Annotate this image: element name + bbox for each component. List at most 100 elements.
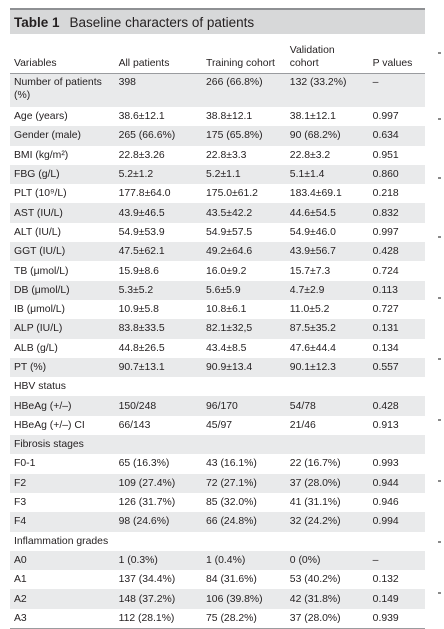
cell-training: 45/97 [206, 419, 233, 431]
cell-validation: 22 (16.7%) [289, 458, 341, 470]
cell-training: 82.1±32,5 [202, 319, 286, 339]
cell-training: 175 (65.8%) [202, 126, 286, 146]
cell-p-value: 0.997 [372, 111, 399, 123]
cell-variable: ALP (IU/L) [10, 319, 115, 339]
table-body: Number of patients (%) 398 266 (66.8%) 132 … [10, 73, 425, 629]
cell-variable: TB (μmol/L) [14, 265, 69, 277]
table-title: Baseline characters of patients [69, 14, 255, 30]
cell-all-patients: 112 (28.1%) [114, 608, 203, 629]
cell-validation [286, 532, 369, 551]
cell-validation: 53 (40.2%) [289, 574, 341, 586]
cell-all-patients: 47.5±62.1 [114, 242, 203, 262]
cell-training: 72 (27.1%) [202, 473, 286, 493]
cell-variable: BMI (kg/m²) [14, 149, 69, 161]
cell-all-patients [114, 435, 203, 455]
cell-p-value: 0.724 [372, 265, 399, 277]
cell-variable: F3 [14, 497, 27, 509]
cell-p-value: 0.939 [368, 608, 425, 629]
table-row: TB (μmol/L) 15.9±8.6 16.0±9.2 15.7±7.3 0.724 [10, 261, 425, 280]
cell-p-value: 0.944 [368, 473, 425, 493]
cell-all-patients: 54.9±53.9 [118, 226, 165, 238]
cell-p-value [368, 435, 425, 455]
header-variables: Variables [10, 35, 115, 74]
cell-p-value: 0.428 [368, 242, 425, 262]
cell-p-value: 0.132 [372, 574, 399, 586]
cell-validation: 44.6±54.5 [285, 203, 369, 223]
cell-training: 1 (0.4%) [202, 550, 286, 571]
cell-p-value: 0.428 [368, 396, 425, 416]
cell-variable: GGT (IU/L) [10, 242, 115, 262]
header-training-cohort: Training cohort [202, 35, 286, 74]
cell-training [202, 532, 286, 551]
cell-variable: A0 [10, 550, 115, 571]
cell-training: 43.4±8.5 [206, 342, 247, 354]
cell-training: 43.5±42.2 [202, 203, 286, 223]
cell-validation: 21/46 [289, 419, 316, 431]
cell-all-patients: 148 (37.2%) [114, 589, 203, 609]
cell-validation: 54.9±46.0 [289, 226, 336, 238]
table-row: F4 98 (24.6%) 66 (24.8%) 32 (24.2%) 0.994 [10, 512, 425, 532]
table-row: PT (%) 90.7±13.1 90.9±13.4 90.1±12.3 0.557 [10, 357, 425, 378]
cell-training: 175.0±61.2 [206, 188, 258, 200]
cell-training [202, 377, 286, 396]
table-row: Fibrosis stages [10, 435, 425, 455]
cell-variable: Gender (male) [10, 126, 115, 146]
cell-all-patients: 109 (27.4%) [114, 473, 203, 493]
cell-training: 5.2±1.1 [202, 164, 286, 185]
cell-validation: 38.1±12.1 [289, 111, 336, 123]
cell-validation: 47.6±44.4 [289, 342, 336, 354]
cell-training [202, 435, 286, 455]
cell-training: 5.6±5.9 [202, 280, 286, 300]
header-p-values: P values [368, 35, 425, 74]
table-row: Number of patients (%) 398 266 (66.8%) 132 … [10, 73, 425, 107]
cell-training: 90.9±13.4 [202, 357, 286, 378]
table-row: BMI (kg/m²) 22.8±3.26 22.8±3.3 22.8±3.2 0.95… [10, 146, 425, 165]
cell-variable: ALB (g/L) [14, 342, 58, 354]
table-row: ALT (IU/L) 54.9±53.9 54.9±57.5 54.9±46.0 0.9… [10, 223, 425, 242]
cell-all-patients: 66/143 [118, 419, 151, 431]
table-row: PLT (10⁹/L) 177.8±64.0 175.0±61.2 183.4±69.… [10, 184, 425, 203]
cell-p-value: 0.832 [368, 203, 425, 223]
cell-training: 85 (32.0%) [206, 497, 257, 509]
cell-validation [286, 377, 369, 396]
table-row: Age (years) 38.6±12.1 38.8±12.1 38.1±12.1 0.… [10, 107, 425, 126]
table-row: ALP (IU/L) 83.8±33.5 82.1±32,5 87.5±35.2 0.1… [10, 319, 425, 339]
cell-all-patients: 43.9±46.5 [114, 203, 203, 223]
cell-variable: A1 [14, 574, 27, 586]
cell-variable: AST (IU/L) [10, 203, 115, 223]
table-row: F2 109 (27.4%) 72 (27.1%) 37 (28.0%) 0.944 [10, 473, 425, 493]
cell-variable: HBeAg (+/–) CI [14, 419, 85, 431]
cell-validation: 15.7±7.3 [289, 265, 331, 277]
cell-variable: PT (%) [10, 357, 115, 378]
cell-training: 75 (28.2%) [202, 608, 286, 629]
table-row: FBG (g/L) 5.2±1.2 5.2±1.1 5.1±1.4 0.860 [10, 164, 425, 185]
table-row: ALB (g/L) 44.8±26.5 43.4±8.5 47.6±44.4 0.134 [10, 339, 425, 358]
cell-validation: 32 (24.2%) [285, 512, 369, 532]
cell-p-value: 0.131 [368, 319, 425, 339]
cell-all-patients: 38.6±12.1 [118, 111, 165, 123]
cell-training: 266 (66.8%) [202, 73, 286, 107]
cell-p-value: 0.634 [368, 126, 425, 146]
cell-training: 54.9±57.5 [206, 226, 253, 238]
cell-all-patients: 44.8±26.5 [118, 342, 165, 354]
table-row: HBeAg (+/–) CI 66/143 45/97 21/46 0.913 [10, 416, 425, 435]
cell-variable: Inflammation grades [14, 535, 109, 547]
cell-validation: 41 (31.1%) [289, 497, 341, 509]
cell-validation: 87.5±35.2 [285, 319, 369, 339]
cell-validation: 90.1±12.3 [285, 357, 369, 378]
cell-all-patients: 150/248 [114, 396, 203, 416]
cell-p-value [369, 377, 425, 396]
cell-training: 49.2±64.6 [202, 242, 286, 262]
cell-variable: FBG (g/L) [10, 164, 115, 185]
cell-all-patients: 98 (24.6%) [114, 512, 203, 532]
cell-p-value: 0.994 [368, 512, 425, 532]
cell-variable: F2 [10, 473, 115, 493]
cell-variable: F4 [10, 512, 115, 532]
cell-p-value: 0.557 [368, 357, 425, 378]
table-number: Table 1 [14, 14, 60, 30]
cell-p-value: 0.727 [372, 304, 399, 316]
table-row: IB (μmol/L) 10.9±5.8 10.8±6.1 11.0±5.2 0.727 [10, 300, 425, 319]
header-all-patients: All patients [114, 35, 203, 74]
table-row: AST (IU/L) 43.9±46.5 43.5±42.2 44.6±54.5 0.8… [10, 203, 425, 223]
